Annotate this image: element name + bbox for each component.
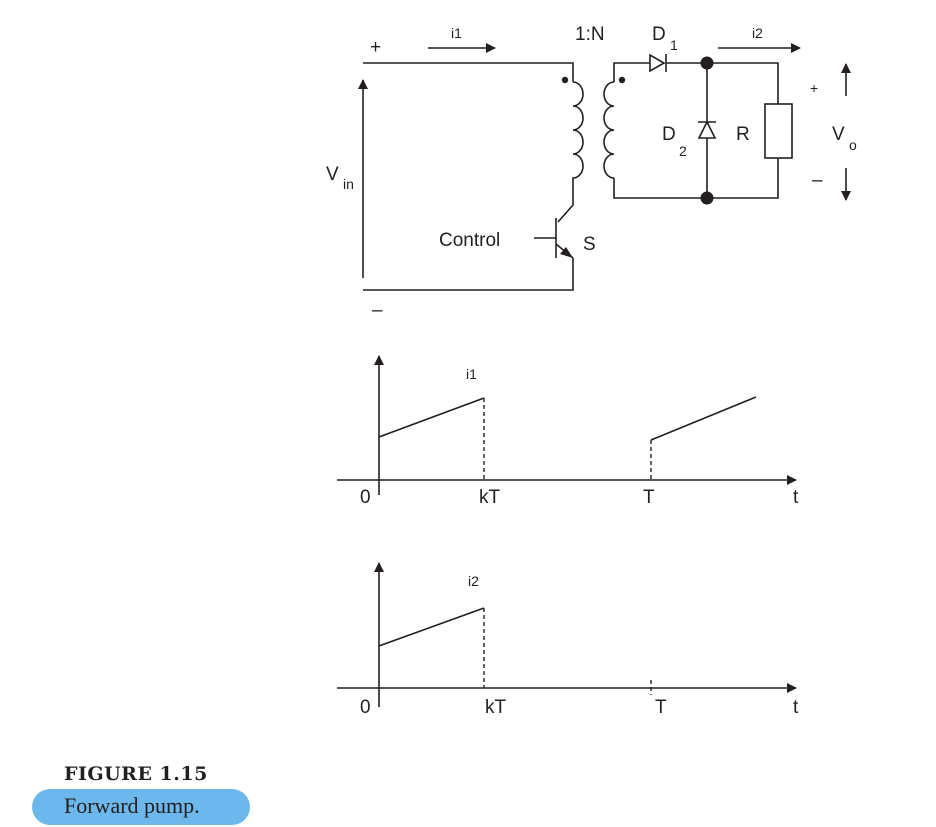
- i1-ramp-on: [378, 397, 485, 438]
- diode-d2-subscript: 2: [679, 143, 687, 159]
- secondary-coil: [603, 81, 615, 179]
- turns-ratio-label: 1:N: [575, 24, 605, 45]
- waveform-i2: i2 0 kT T t: [337, 562, 799, 718]
- circuit-schematic: i1 1:N D 1 i2 + – V in D 2 R + – V o Con…: [326, 24, 857, 321]
- output-minus-label: –: [812, 170, 823, 191]
- figure-number: FIGURE 1.15: [64, 763, 208, 785]
- control-label: Control: [439, 230, 500, 251]
- output-plus-label: +: [810, 80, 818, 96]
- i2-ramp-on: [378, 607, 485, 647]
- diode-d1: [649, 53, 667, 73]
- vin-label: V: [326, 164, 339, 185]
- switch-label: S: [583, 234, 596, 255]
- junction-top: [700, 56, 714, 70]
- i2-t-label: t: [793, 697, 799, 718]
- diode-d2-label: D: [662, 124, 676, 145]
- vo-label: V: [832, 124, 845, 145]
- vin-subscript: in: [343, 176, 354, 192]
- junction-bottom: [700, 191, 714, 205]
- i1-kT-label: kT: [479, 487, 501, 508]
- i2-origin-label: 0: [360, 697, 371, 718]
- input-plus-label: +: [370, 37, 381, 58]
- current-i1-label: i1: [451, 25, 462, 41]
- i2-T-label: T: [655, 697, 667, 718]
- caption-highlight: [32, 789, 250, 825]
- switch-transistor: [534, 218, 574, 259]
- secondary-top-wire: [613, 62, 650, 82]
- resistor-r: [764, 103, 793, 159]
- current-i2-label: i2: [752, 25, 763, 41]
- i1-t-label: t: [793, 487, 799, 508]
- i1-ramp-next: [650, 396, 757, 441]
- primary-coil: [557, 81, 584, 223]
- i2-kT-label: kT: [485, 697, 507, 718]
- diode-d1-subscript: 1: [670, 37, 678, 53]
- i1-axis-label: i1: [466, 366, 477, 382]
- i1-origin-label: 0: [360, 487, 371, 508]
- diode-d2: [697, 63, 717, 198]
- secondary-dot: [618, 76, 626, 84]
- primary-dot: [561, 76, 569, 84]
- resistor-label: R: [736, 124, 750, 145]
- diode-d1-label: D: [652, 24, 666, 45]
- secondary-bottom-wire: [613, 158, 779, 199]
- primary-top-wire: [363, 62, 574, 82]
- waveform-i1: i1 0 kT T t: [337, 355, 799, 508]
- i2-axis-label: i2: [468, 573, 479, 589]
- vo-subscript: o: [849, 137, 857, 153]
- output-top-wire: [666, 62, 779, 104]
- figure-caption: Forward pump.: [64, 793, 200, 818]
- i1-T-label: T: [643, 487, 655, 508]
- primary-bottom-wire: [363, 258, 574, 291]
- input-minus-label: –: [372, 300, 383, 321]
